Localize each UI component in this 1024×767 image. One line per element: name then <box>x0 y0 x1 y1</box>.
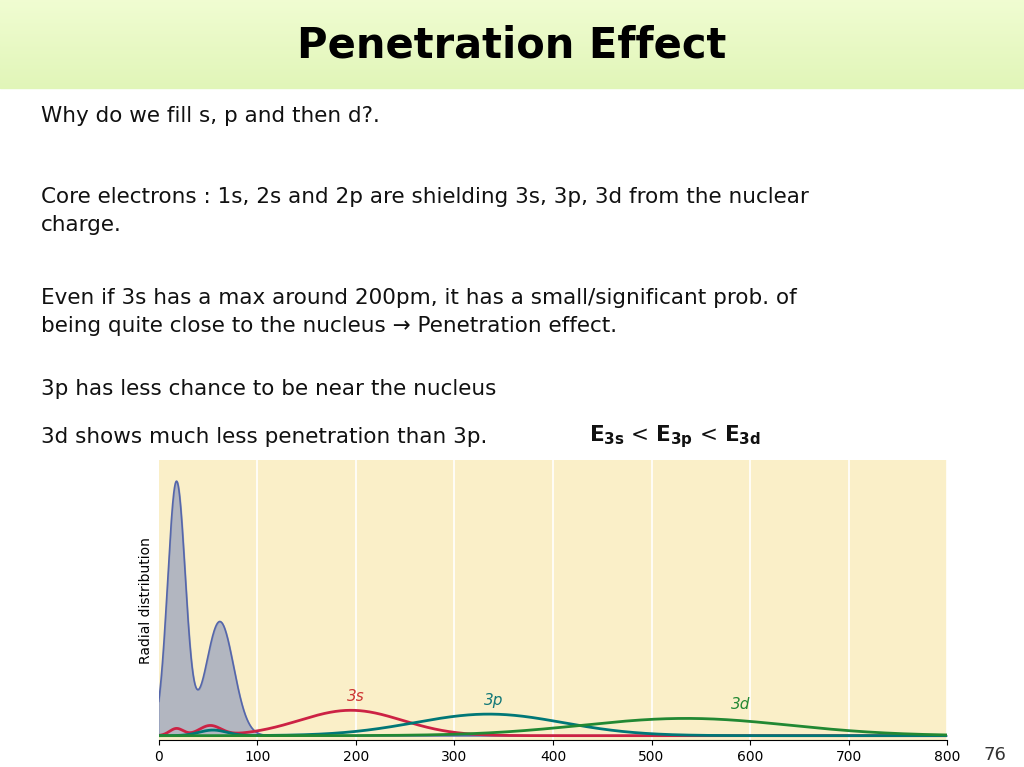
Bar <box>0 67 1024 68</box>
Bar <box>0 60 1024 61</box>
Bar <box>0 31 1024 32</box>
Bar <box>0 10 1024 11</box>
Bar <box>0 23 1024 25</box>
Bar <box>0 86 1024 87</box>
Bar <box>0 15 1024 17</box>
Text: Core electrons : 1s, 2s and 2p are shielding 3s, 3p, 3d from the nuclear
charge.: Core electrons : 1s, 2s and 2p are shiel… <box>41 186 809 235</box>
Bar <box>0 51 1024 52</box>
Bar <box>0 35 1024 36</box>
Bar <box>0 22 1024 23</box>
Bar <box>0 61 1024 62</box>
Bar <box>0 71 1024 73</box>
Bar <box>0 64 1024 65</box>
Bar <box>0 65 1024 66</box>
Bar <box>0 8 1024 9</box>
Bar <box>0 38 1024 40</box>
Text: 3d shows much less penetration than 3p.: 3d shows much less penetration than 3p. <box>41 426 495 446</box>
Bar <box>0 56 1024 58</box>
Bar <box>0 54 1024 55</box>
Bar <box>0 66 1024 67</box>
Text: 3s: 3s <box>347 690 365 704</box>
Bar <box>0 85 1024 86</box>
Text: Why do we fill s, p and then d?.: Why do we fill s, p and then d?. <box>41 106 380 126</box>
Bar <box>0 13 1024 15</box>
Bar <box>0 62 1024 63</box>
Bar <box>0 70 1024 71</box>
Bar <box>0 11 1024 12</box>
Bar <box>0 26 1024 28</box>
Bar <box>0 58 1024 60</box>
Bar <box>0 36 1024 38</box>
Bar <box>0 20 1024 21</box>
Bar <box>0 43 1024 44</box>
Bar <box>0 3 1024 5</box>
Bar <box>0 80 1024 81</box>
Bar <box>0 83 1024 84</box>
Bar <box>0 40 1024 41</box>
Bar <box>0 46 1024 48</box>
Bar <box>0 48 1024 50</box>
Bar <box>0 44 1024 45</box>
Text: Penetration Effect: Penetration Effect <box>297 25 727 67</box>
Bar <box>0 17 1024 18</box>
Bar <box>0 87 1024 88</box>
Bar <box>0 7 1024 8</box>
Bar <box>0 74 1024 75</box>
Text: 76: 76 <box>984 746 1007 764</box>
Bar <box>0 76 1024 77</box>
Bar <box>0 42 1024 43</box>
Text: 3d: 3d <box>730 697 750 713</box>
Bar <box>0 73 1024 74</box>
Bar <box>0 5 1024 7</box>
Bar <box>0 0 1024 1</box>
Text: 3p: 3p <box>484 693 504 708</box>
Y-axis label: Radial distribution: Radial distribution <box>139 537 154 663</box>
Bar <box>0 45 1024 46</box>
Text: 3p has less chance to be near the nucleus: 3p has less chance to be near the nucleu… <box>41 379 497 399</box>
Bar <box>0 68 1024 70</box>
Text: Even if 3s has a max around 200pm, it has a small/significant prob. of
being qui: Even if 3s has a max around 200pm, it ha… <box>41 288 797 336</box>
Bar <box>0 30 1024 31</box>
Bar <box>0 52 1024 53</box>
Bar <box>0 78 1024 80</box>
Bar <box>0 32 1024 33</box>
Bar <box>0 1 1024 2</box>
Bar <box>0 2 1024 3</box>
Bar <box>0 18 1024 20</box>
Bar <box>0 28 1024 30</box>
Bar <box>0 21 1024 22</box>
Bar <box>0 75 1024 76</box>
Bar <box>0 12 1024 13</box>
Text: $\mathbf{E_{3s}}$ < $\mathbf{E_{3p}}$ < $\mathbf{E_{3d}}$: $\mathbf{E_{3s}}$ < $\mathbf{E_{3p}}$ < … <box>589 423 761 450</box>
Bar <box>0 55 1024 56</box>
Bar <box>0 81 1024 83</box>
Bar <box>0 41 1024 42</box>
Bar <box>0 25 1024 26</box>
Bar <box>0 53 1024 54</box>
Bar <box>0 33 1024 35</box>
Bar <box>0 9 1024 10</box>
Bar <box>0 50 1024 51</box>
Bar <box>0 63 1024 64</box>
Bar <box>0 77 1024 78</box>
Bar <box>0 84 1024 85</box>
